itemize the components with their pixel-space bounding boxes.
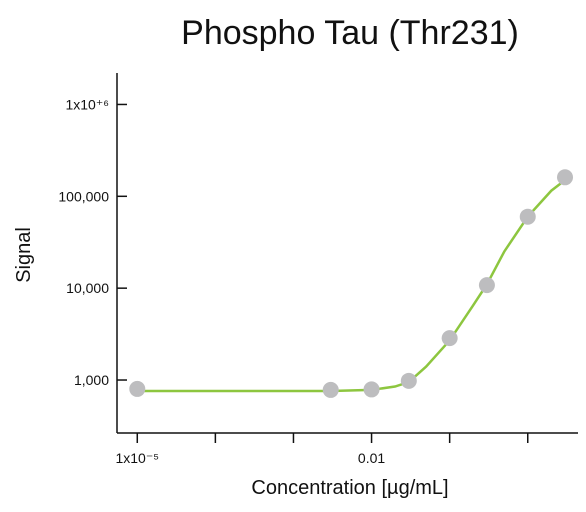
x-tick-label: 0.01 [358, 450, 385, 466]
data-point [441, 330, 458, 347]
y-tick-label: 100,000 [58, 188, 109, 204]
fit-line [137, 175, 571, 393]
y-tick-label: 1x10⁺⁶ [65, 96, 109, 112]
chart-title: Phospho Tau (Thr231) [181, 14, 519, 52]
y-tick-label: 10,000 [66, 280, 109, 296]
data-point [400, 372, 417, 389]
data-point [363, 381, 380, 398]
data-point [322, 381, 339, 398]
data-point [478, 277, 495, 294]
data-point [557, 169, 574, 186]
y-tick-label: 1,000 [74, 372, 109, 388]
data-point [129, 380, 146, 397]
data-point [519, 208, 536, 225]
y-axis-label: Signal [13, 227, 35, 283]
x-axis-label: Concentration [µg/mL] [251, 477, 448, 499]
x-tick-label: 1x10⁻⁵ [115, 450, 159, 466]
